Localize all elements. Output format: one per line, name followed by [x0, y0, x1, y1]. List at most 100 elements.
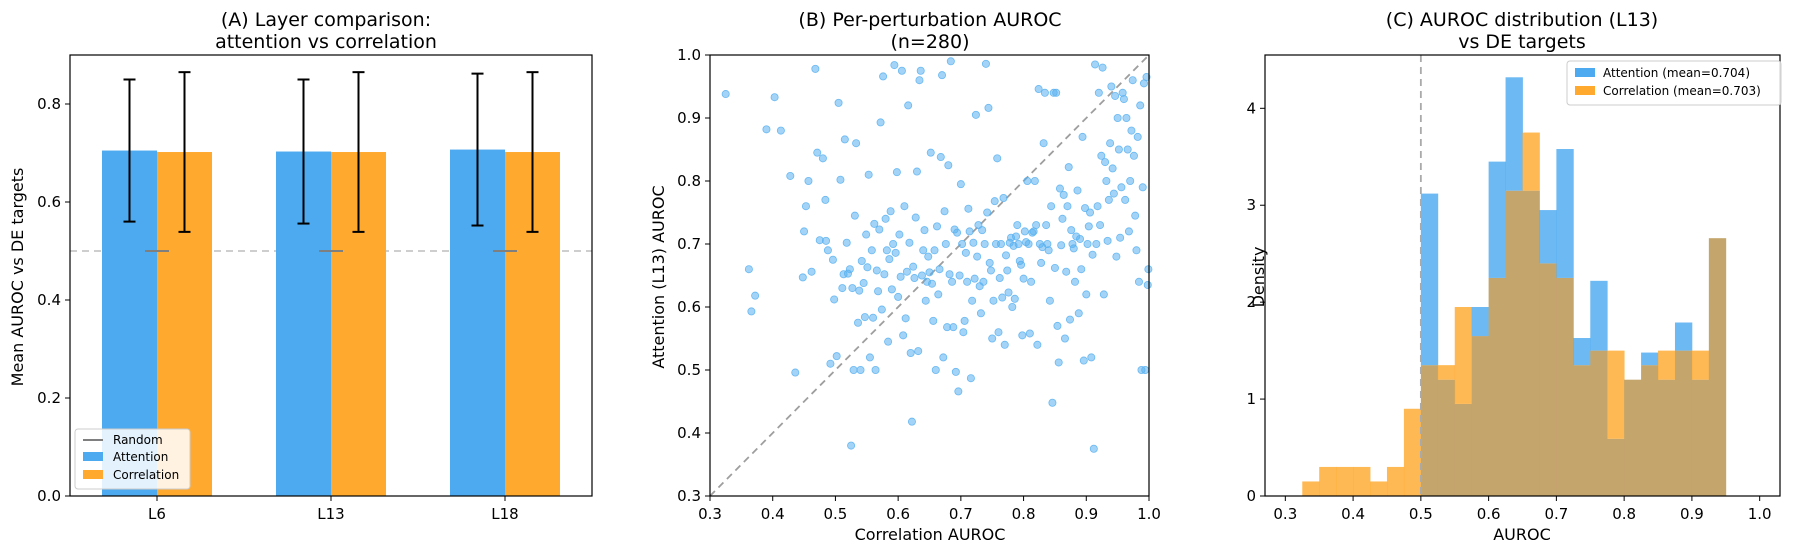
y-tick-label: 2 [1246, 293, 1256, 311]
scatter-point [931, 365, 940, 374]
scatter-point [770, 93, 779, 102]
scatter-point [1088, 250, 1097, 259]
x-tick-label: 0.6 [1477, 505, 1501, 523]
scatter-point [1060, 334, 1069, 343]
scatter-point [990, 197, 999, 206]
error-bar-correlation-l13 [352, 71, 365, 233]
scatter-point [896, 272, 905, 281]
scatter-point [747, 307, 756, 316]
panel-c-y-ticks: 0 1 2 3 4 [1246, 99, 1265, 505]
scatter-point [1000, 340, 1009, 349]
scatter-point [1123, 145, 1132, 154]
scatter-point [979, 277, 988, 286]
scatter-point [854, 318, 863, 327]
scatter-point [804, 176, 813, 185]
histogram-overlap-bin [1505, 190, 1523, 496]
y-tick-label: 1.0 [677, 46, 701, 64]
scatter-point [1136, 101, 1145, 110]
scatter-point [1020, 227, 1029, 236]
scatter-point [930, 246, 939, 255]
attention-histogram-bin [1556, 149, 1574, 278]
scatter-point [1027, 277, 1036, 286]
attention-histogram-bin [1420, 193, 1439, 366]
scatter-point [976, 309, 985, 318]
correlation-histogram-bin [1691, 350, 1710, 380]
panel-c-frame [1264, 54, 1781, 497]
scatter-point [1081, 204, 1090, 213]
scatter-point [1044, 246, 1053, 255]
panel-c-histogram-bars [1302, 77, 1727, 496]
correlation-histogram-bin [1607, 350, 1625, 439]
legend-attention-label: Attention [113, 450, 168, 464]
x-tick-label: 0.9 [1074, 505, 1098, 523]
panel-b-x-axis-label: Correlation AUROC [855, 525, 1006, 544]
scatter-point [963, 277, 972, 286]
panel-b-subtitle: (n=280) [890, 31, 969, 53]
scatter-point [971, 110, 980, 119]
scatter-point [1122, 114, 1131, 123]
panel-b-frame [709, 54, 1150, 497]
x-tick-label: 0.7 [949, 505, 973, 523]
y-tick-label: 0.7 [677, 235, 701, 253]
legend-attention-hist-label: Attention (mean=0.704) [1603, 66, 1750, 80]
scatter-point [828, 255, 837, 264]
scatter-point [838, 284, 847, 293]
scatter-point [1030, 176, 1039, 185]
scatter-point [964, 204, 973, 213]
scatter-point [874, 287, 883, 296]
scatter-point [856, 365, 865, 374]
scatter-point [996, 239, 1005, 248]
histogram-overlap-bin [1471, 336, 1490, 496]
scatter-point [850, 211, 859, 220]
scatter-point [1098, 63, 1107, 72]
panel-b-title: (B) Per-perturbation AUROC [798, 9, 1061, 31]
histogram-overlap-bin [1674, 350, 1693, 496]
scatter-point [969, 238, 978, 247]
scatter-point [885, 255, 894, 264]
panel-a-legend-box [74, 428, 191, 490]
scatter-point [1050, 263, 1059, 272]
scatter-point [904, 101, 913, 110]
scatter-point [920, 226, 929, 235]
scatter-point [985, 258, 994, 267]
scatter-point [721, 90, 730, 99]
scatter-point [791, 368, 800, 377]
scatter-point [998, 293, 1007, 302]
scatter-point [993, 154, 1002, 163]
scatter-point [1096, 221, 1105, 230]
scatter-point [911, 213, 920, 222]
scatter-point [859, 279, 868, 288]
correlation-histogram-bin [1386, 466, 1405, 496]
scatter-point [836, 175, 845, 184]
correlation-histogram-bin [1353, 466, 1371, 496]
scatter-point [813, 148, 822, 157]
scatter-point [933, 222, 942, 231]
scatter-point [881, 214, 890, 223]
scatter-point [1008, 302, 1017, 311]
panel-c-subtitle: vs DE targets [1458, 31, 1586, 53]
attention-histogram-bin [1573, 338, 1591, 366]
panel-b-points [721, 57, 1153, 453]
scatter-point [1059, 190, 1068, 199]
scatter-point [929, 316, 938, 325]
scatter-point [1143, 280, 1152, 289]
scatter-point [1064, 163, 1073, 172]
correlation-histogram-bin [1437, 365, 1456, 380]
scatter-point [1074, 309, 1083, 318]
y-tick-label: 3 [1246, 196, 1256, 214]
panel-c-y-axis-label: Density [1249, 247, 1268, 308]
histogram-overlap-bin [1658, 379, 1676, 496]
scatter-point [884, 337, 893, 346]
scatter-point [1104, 195, 1113, 204]
scatter-point [848, 284, 857, 293]
scatter-point [1017, 260, 1026, 269]
y-tick-label: 0.4 [37, 291, 61, 309]
scatter-point [849, 365, 858, 374]
scatter-point [1052, 88, 1061, 97]
scatter-point [938, 71, 947, 80]
scatter-point [919, 246, 928, 255]
correlation-histogram-bin [1319, 466, 1337, 496]
y-tick-label: 0.8 [677, 172, 701, 190]
panel-c-x-axis-label: AUROC [1493, 525, 1551, 544]
